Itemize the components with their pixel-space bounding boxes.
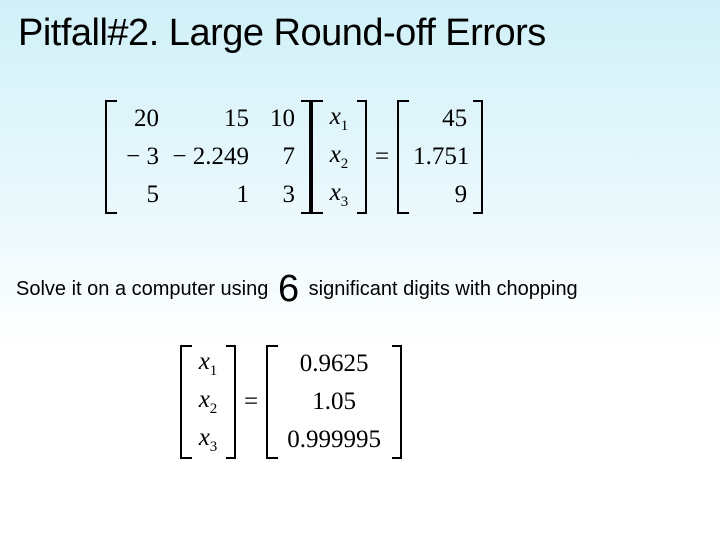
table-row: 1.751 bbox=[407, 138, 473, 176]
matrix-a: 20 15 10 − 3 − 2.249 7 5 1 3 bbox=[105, 100, 311, 214]
table-row: 0.999995 bbox=[276, 421, 392, 459]
solution-vector: 0.9625 1.05 0.999995 bbox=[266, 345, 402, 459]
table-row: x3 bbox=[190, 421, 226, 459]
solution-equation: x1 x2 x3 = 0.9625 1.05 0.999995 bbox=[180, 345, 402, 459]
instruction-line: Solve it on a computer using 6 significa… bbox=[16, 268, 706, 311]
equals-sign: = bbox=[236, 388, 266, 416]
instruction-post: significant digits with chopping bbox=[309, 278, 578, 300]
slide-title: Pitfall#2. Large Round-off Errors bbox=[0, 0, 720, 55]
table-row: x1 bbox=[321, 100, 357, 138]
table-row: x3 bbox=[321, 176, 357, 214]
instruction-pre: Solve it on a computer using bbox=[16, 278, 268, 300]
vector-b: 45 1.751 9 bbox=[397, 100, 483, 214]
table-row: − 3 − 2.249 7 bbox=[115, 138, 301, 176]
table-row: 5 1 3 bbox=[115, 176, 301, 214]
table-row: 9 bbox=[407, 176, 473, 214]
vector-x-sol: x1 x2 x3 bbox=[180, 345, 236, 459]
table-row: x2 bbox=[190, 383, 226, 421]
table-row: 1.05 bbox=[276, 383, 392, 421]
vector-x: x1 x2 x3 bbox=[311, 100, 367, 214]
table-row: 45 bbox=[407, 100, 473, 138]
table-row: 0.9625 bbox=[276, 345, 392, 383]
table-row: x2 bbox=[321, 138, 357, 176]
table-row: x1 bbox=[190, 345, 226, 383]
digit-six: 6 bbox=[274, 268, 303, 310]
table-row: 20 15 10 bbox=[115, 100, 301, 138]
system-equation: 20 15 10 − 3 − 2.249 7 5 1 3 x1 x2 x3 bbox=[105, 100, 483, 214]
equals-sign: = bbox=[367, 143, 397, 171]
